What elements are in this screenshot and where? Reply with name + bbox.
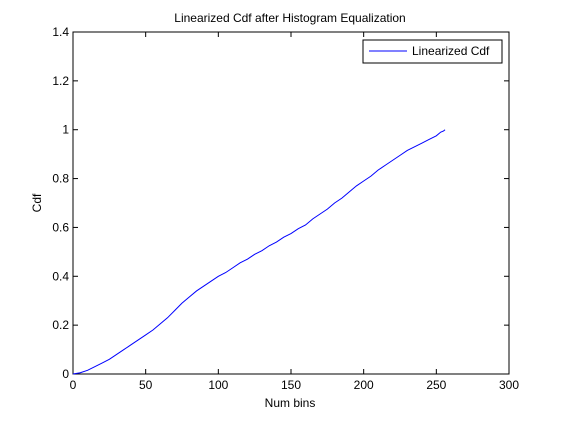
chart-title: Linearized Cdf after Histogram Equalizat…	[174, 11, 405, 25]
axis-ticks: 0 50 100 150 200 250 300 0 0.2 0.4 0.6 0.8 1 1.2 1.4	[52, 25, 519, 392]
series-lines	[72, 129, 446, 375]
x-tick-label: 300	[499, 378, 519, 392]
x-tick-label: 200	[354, 378, 374, 392]
x-tick-label: 50	[139, 378, 153, 392]
y-tick-label: 1.4	[52, 25, 69, 39]
y-tick-label: 1	[62, 123, 69, 137]
x-tick-label: 0	[70, 378, 77, 392]
series-line-0	[72, 129, 446, 375]
plot-area	[72, 31, 510, 375]
y-tick-label: 0.2	[52, 318, 69, 332]
x-tick-label: 100	[208, 378, 228, 392]
y-axis-label: Cdf	[30, 193, 44, 212]
x-tick-label: 250	[426, 378, 446, 392]
x-axis-label: Num bins	[265, 396, 316, 410]
y-tick-label: 1.2	[52, 74, 69, 88]
y-tick-label: 0.4	[52, 269, 69, 283]
legend-label: Linearized Cdf	[412, 44, 490, 58]
y-tick-label: 0.6	[52, 220, 69, 234]
legend: Linearized Cdf	[362, 39, 503, 64]
legend-box	[362, 39, 503, 64]
y-tick-label: 0.8	[52, 172, 69, 186]
y-tick-label: 0	[62, 367, 69, 381]
x-tick-label: 150	[281, 378, 301, 392]
